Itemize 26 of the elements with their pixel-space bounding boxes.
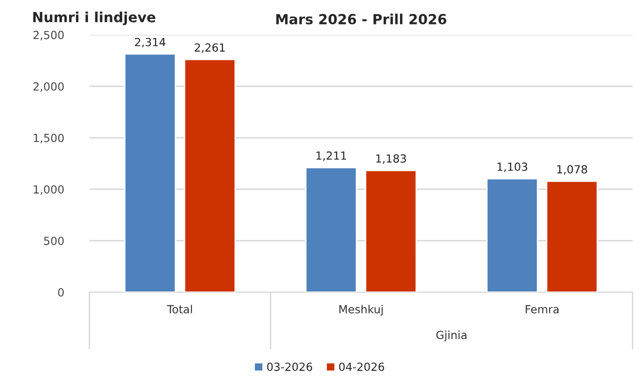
y-tick-label: 1,500 — [34, 134, 64, 144]
data-label: 1,211 — [316, 151, 346, 161]
bar — [486, 178, 538, 292]
bar — [364, 170, 417, 292]
y-tick-label: 2,500 — [33, 30, 64, 40]
bar — [184, 58, 236, 292]
data-label: 1,078 — [557, 165, 588, 175]
y-tick-label: 2,000 — [33, 82, 64, 92]
text: Gjinia — [436, 330, 466, 342]
data-label: 2,261 — [194, 43, 225, 53]
data-label: 2,314 — [135, 38, 166, 48]
chart-title: Mars 2026 - Prill 2026 — [276, 14, 446, 24]
y-tick-label: 1,000 — [34, 185, 64, 195]
data-label: 1,183 — [376, 154, 406, 164]
bar — [546, 180, 598, 292]
legend-label: 03-2026 — [267, 362, 312, 371]
y-tick-label: 0 — [58, 288, 64, 297]
bar — [305, 166, 358, 292]
y-axis-title: Numri i lindjeve — [33, 12, 156, 26]
legend-label: 04-2026 — [339, 362, 384, 371]
bar — [124, 53, 176, 292]
x-tick-label: Femra — [526, 305, 558, 314]
y-tick-label: 500 — [44, 236, 64, 246]
x-tick-label: Meshkuj — [339, 304, 383, 316]
x-tick-label: Total — [166, 304, 192, 314]
data-label: 1,103 — [498, 162, 528, 172]
